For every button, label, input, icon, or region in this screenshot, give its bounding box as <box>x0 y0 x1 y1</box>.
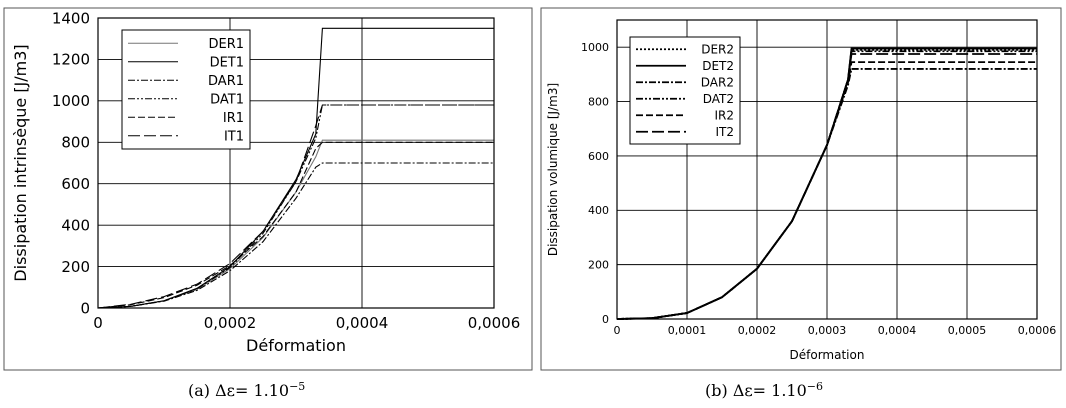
legend-label-det2: DET2 <box>702 59 734 73</box>
x-axis-title-b: Déformation <box>790 348 865 362</box>
legend-label-det1: DET1 <box>210 55 244 70</box>
y-tick-label-b-3: 600 <box>588 150 609 163</box>
y-tick-label-a-1: 200 <box>61 258 90 276</box>
caption-a: (a) Δε= 1.10−5 <box>188 380 305 400</box>
legend-label-ir2: IR2 <box>714 109 734 123</box>
x-tick-label-b-5: 0,0005 <box>948 324 987 337</box>
series-line-it1 <box>97 104 494 309</box>
legend-label-der1: DER1 <box>208 37 244 52</box>
legend-box-a <box>121 29 251 150</box>
legend-b: DER2 DET2 DAR2 DAT2 IR2 IT2 <box>629 36 741 145</box>
legend-box-b <box>629 36 741 145</box>
caption-b: (b) Δε= 1.10−6 <box>705 380 823 400</box>
x-tick-label-b-1: 0,0001 <box>668 324 707 337</box>
caption-a-text: (a) Δε= 1.10 <box>188 381 289 400</box>
caption-b-exponent: −6 <box>807 380 823 393</box>
legend-label-it2: IT2 <box>715 125 734 139</box>
y-tick-label-b-4: 800 <box>588 95 609 108</box>
y-tick-label-a-2: 400 <box>61 216 90 234</box>
y-tick-label-a-6: 1200 <box>52 51 90 69</box>
series-line-ir1 <box>97 141 494 309</box>
x-tick-label-b-3: 0,0003 <box>808 324 847 337</box>
legend-label-dar2: DAR2 <box>701 76 734 90</box>
legend-label-it1: IT1 <box>224 129 244 144</box>
y-axis-title-b: Dissipation volumique [J/m3] <box>546 83 560 256</box>
x-tick-label-a-1: 0,0002 <box>204 314 257 332</box>
legend-label-ir1: IR1 <box>223 111 244 126</box>
x-tick-label-a-0: 0 <box>93 314 103 332</box>
series-line-dar1 <box>97 162 494 309</box>
series-line-it2 <box>616 53 1037 320</box>
y-tick-label-b-0: 0 <box>602 313 609 326</box>
legend-label-der2: DER2 <box>701 43 734 57</box>
y-tick-label-a-0: 0 <box>80 299 90 317</box>
plot-area-a <box>97 17 495 309</box>
caption-a-exponent: −5 <box>289 380 305 393</box>
x-axis-title-a: Déformation <box>246 336 346 355</box>
legend-label-dar1: DAR1 <box>208 74 244 89</box>
legend-label-dat2: DAT2 <box>703 92 734 106</box>
y-tick-label-a-4: 800 <box>61 134 90 152</box>
chart-panel-b: 0 0,0001 0,0002 0,0003 0,0004 0,0005 0,0006 0 20… <box>540 7 1062 371</box>
plot-area-b <box>616 19 1038 320</box>
series-line-der1 <box>97 139 494 309</box>
chart-panel-a: 0 0,0002 0,0004 0,0006 0 200 400 600 800 1000 1200… <box>3 7 533 371</box>
y-tick-label-a-5: 1000 <box>52 92 90 110</box>
x-tick-label-b-2: 0,0002 <box>738 324 777 337</box>
y-tick-label-b-1: 200 <box>588 258 609 271</box>
legend-a: DER1 DET1 DAR1 DAT1 IR1 IT1 <box>121 29 251 150</box>
panel-b-border <box>540 7 1062 371</box>
y-tick-label-a-7: 1400 <box>52 9 90 27</box>
legend-label-dat1: DAT1 <box>210 92 244 107</box>
y-tick-label-b-5: 1000 <box>581 41 609 54</box>
x-tick-label-b-0: 0 <box>614 324 621 337</box>
caption-b-text: (b) Δε= 1.10 <box>705 381 807 400</box>
y-axis-title-a: Dissipation intrinsèque [J/m3] <box>11 44 30 281</box>
y-tick-label-b-2: 400 <box>588 204 609 217</box>
panel-a-border <box>3 7 533 371</box>
x-tick-label-a-2: 0,0004 <box>336 314 389 332</box>
y-tick-label-a-3: 600 <box>61 175 90 193</box>
x-tick-label-a-3: 0,0006 <box>468 314 521 332</box>
x-tick-label-b-6: 0,0006 <box>1018 324 1057 337</box>
x-tick-label-b-4: 0,0004 <box>878 324 917 337</box>
